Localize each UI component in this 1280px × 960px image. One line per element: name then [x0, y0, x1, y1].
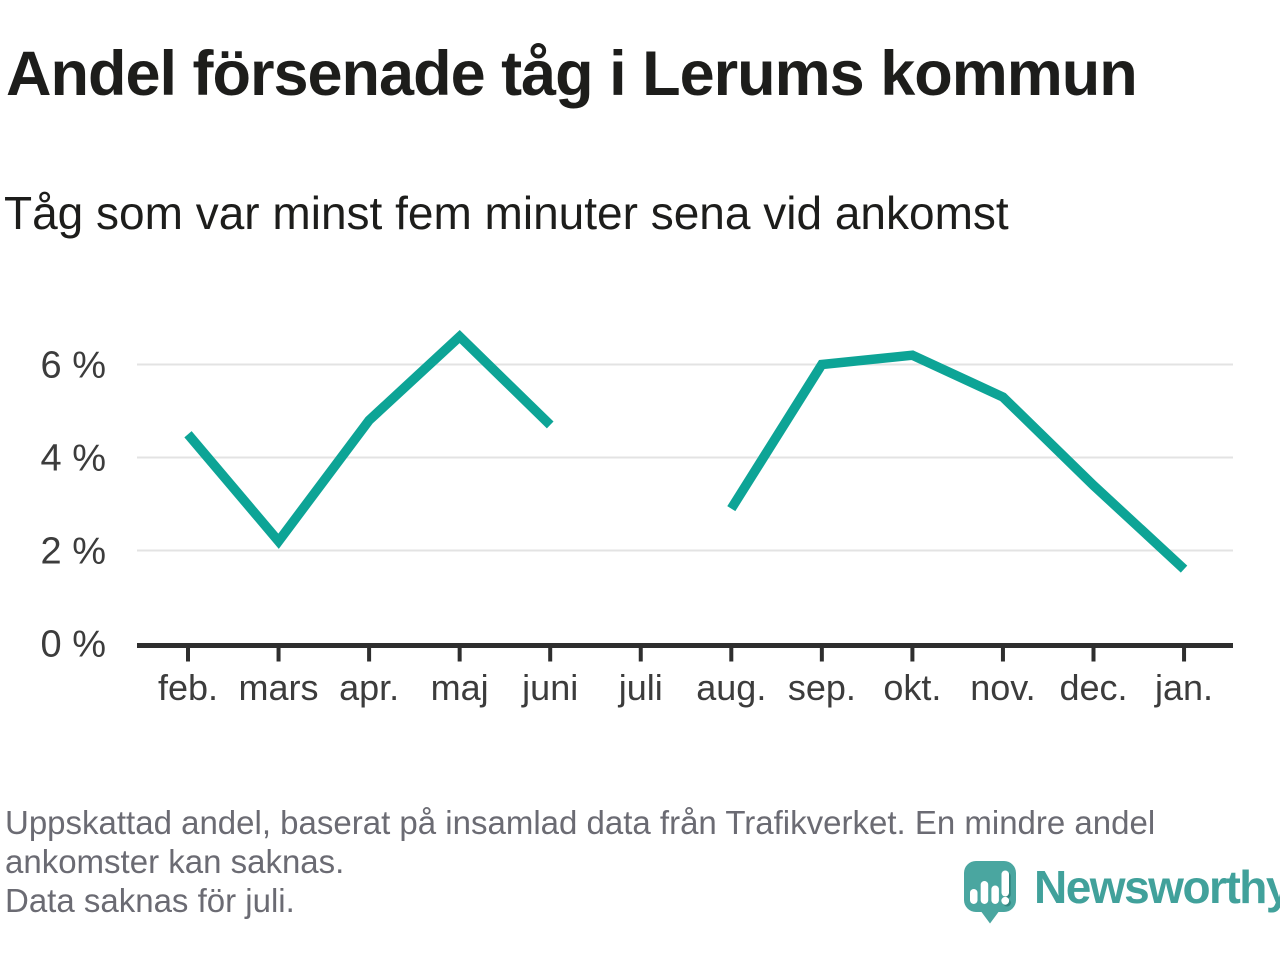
x-tick-label: nov. [970, 667, 1035, 708]
data-line [184, 330, 554, 549]
x-tick-label: okt. [883, 667, 941, 708]
y-tick-label: 4 % [41, 438, 106, 480]
x-tick-label: aug. [696, 667, 766, 708]
footnote: Uppskattad andel, baserat på insamlad da… [5, 803, 1155, 920]
x-tick-label: mars [239, 667, 319, 708]
chart-subtitle: Tåg som var minst fem minuter sena vid a… [4, 187, 1009, 239]
x-tick-label: dec. [1059, 667, 1127, 708]
footnote-line: Uppskattad andel, baserat på insamlad da… [5, 804, 1156, 841]
x-tick-label: jan. [1154, 667, 1213, 708]
data-line [727, 350, 1188, 573]
x-tick-label: sep. [788, 667, 856, 708]
y-tick-label: 2 % [41, 531, 106, 573]
y-tick-label: 6 % [41, 345, 106, 387]
newsworthy-logo-icon [964, 861, 1016, 924]
x-tick-label: juli [618, 667, 663, 708]
newsworthy-brand: Newsworthy [960, 858, 1280, 926]
x-tick-label: maj [431, 667, 489, 708]
chart-title: Andel försenade tåg i Lerums kommun [6, 39, 1138, 109]
x-tick-label: apr. [339, 667, 399, 708]
logo-bar-1 [970, 889, 978, 904]
logo-bar-2 [980, 881, 989, 904]
x-tick-label: juni [521, 667, 578, 708]
x-tick-label: feb. [158, 667, 218, 708]
logo-exclamation-bar [1001, 870, 1009, 897]
logo-bar-3 [991, 885, 999, 904]
y-tick-label: 0 % [41, 624, 106, 666]
footnote-line: ankomster kan saknas. [5, 843, 345, 880]
footnote-line: Data saknas för juli. [5, 882, 295, 919]
newsworthy-wordmark: Newsworthy [1034, 861, 1280, 913]
logo-exclamation-dot [1001, 896, 1010, 905]
